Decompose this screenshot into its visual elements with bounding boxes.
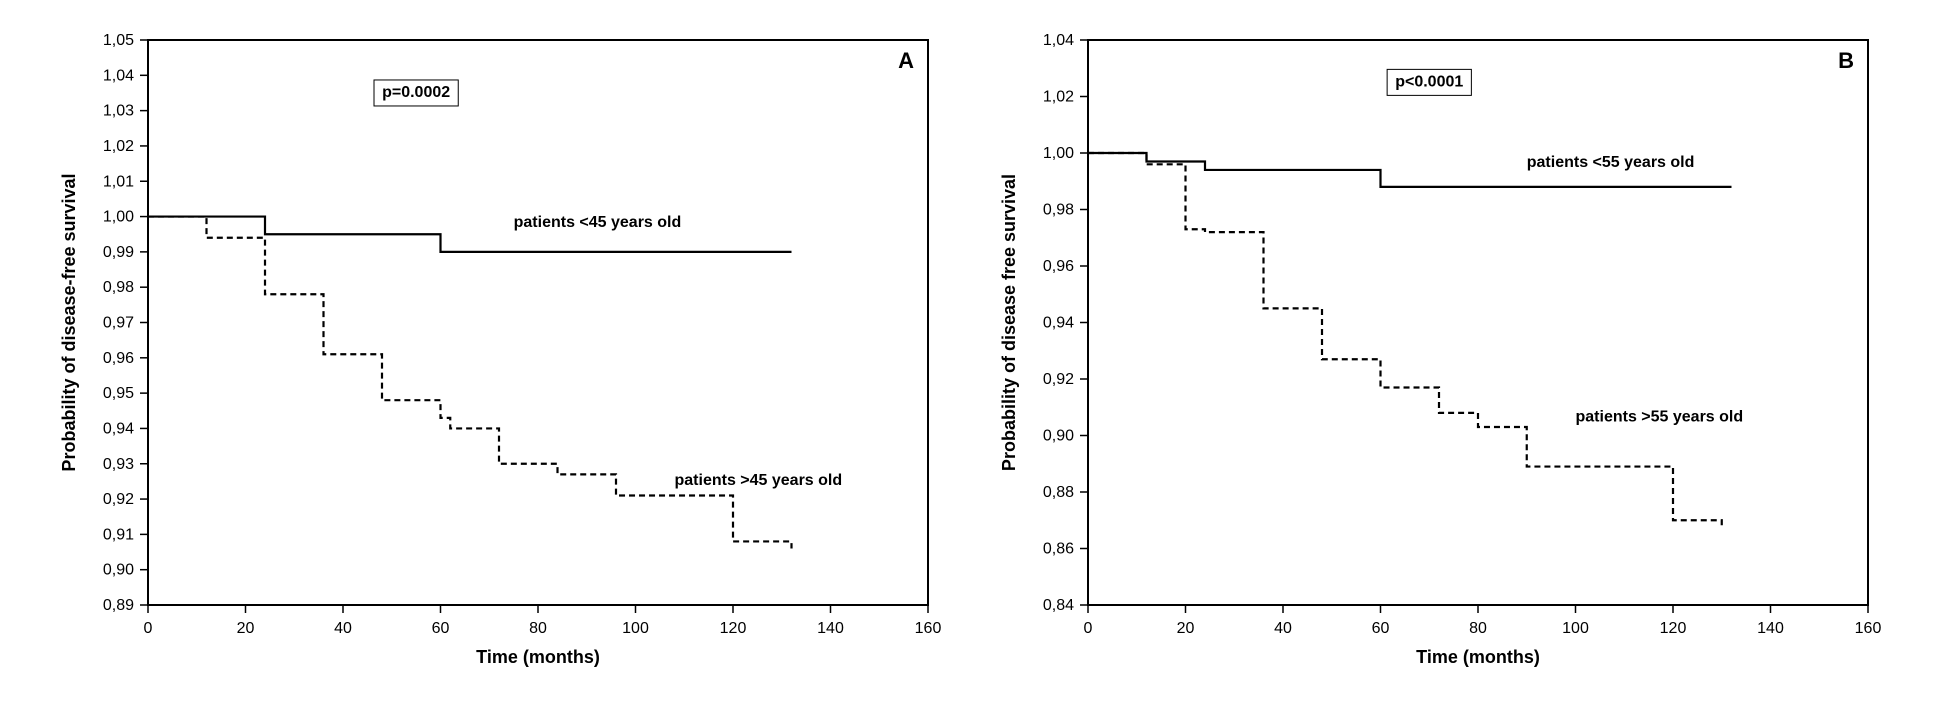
svg-text:40: 40 bbox=[1274, 620, 1292, 637]
svg-text:p<0.0001: p<0.0001 bbox=[1395, 74, 1463, 91]
svg-text:1,05: 1,05 bbox=[103, 32, 134, 49]
svg-text:100: 100 bbox=[1562, 620, 1589, 637]
panel-a: 0 20 40 60 80 100 120 140 160 Time (months) 0,89 0,… bbox=[53, 20, 953, 680]
svg-text:0,90: 0,90 bbox=[103, 562, 134, 579]
svg-text:0,84: 0,84 bbox=[1043, 597, 1074, 614]
svg-text:0,99: 0,99 bbox=[103, 244, 134, 261]
panel-b: 0 20 40 60 80 100 120 140 160 Time (months) 0,84 0,… bbox=[993, 20, 1893, 680]
svg-text:0,96: 0,96 bbox=[103, 350, 134, 367]
svg-text:Time (months): Time (months) bbox=[1416, 647, 1540, 667]
svg-text:patients <45 years old: patients <45 years old bbox=[514, 214, 682, 231]
svg-text:120: 120 bbox=[1660, 620, 1687, 637]
svg-text:1,04: 1,04 bbox=[103, 67, 134, 84]
svg-text:0,98: 0,98 bbox=[103, 279, 134, 296]
svg-text:Time (months): Time (months) bbox=[476, 647, 600, 667]
svg-text:patients >45 years old: patients >45 years old bbox=[675, 472, 843, 489]
svg-text:0,93: 0,93 bbox=[103, 456, 134, 473]
svg-text:1,04: 1,04 bbox=[1043, 32, 1074, 49]
svg-text:0,90: 0,90 bbox=[1043, 428, 1074, 445]
svg-text:60: 60 bbox=[1372, 620, 1390, 637]
svg-text:160: 160 bbox=[915, 620, 942, 637]
svg-text:0,94: 0,94 bbox=[103, 420, 134, 437]
svg-text:1,03: 1,03 bbox=[103, 103, 134, 120]
svg-text:0: 0 bbox=[144, 620, 153, 637]
svg-text:80: 80 bbox=[1469, 620, 1487, 637]
svg-text:0,89: 0,89 bbox=[103, 597, 134, 614]
svg-text:60: 60 bbox=[432, 620, 450, 637]
svg-text:40: 40 bbox=[334, 620, 352, 637]
svg-text:1,00: 1,00 bbox=[1043, 145, 1074, 162]
svg-text:0: 0 bbox=[1084, 620, 1093, 637]
svg-text:140: 140 bbox=[817, 620, 844, 637]
panel-b-svg: 0 20 40 60 80 100 120 140 160 Time (months) 0,84 0,… bbox=[993, 20, 1893, 680]
svg-text:patients <55 years old: patients <55 years old bbox=[1527, 154, 1695, 171]
svg-text:1,01: 1,01 bbox=[103, 173, 134, 190]
panel-a-svg: 0 20 40 60 80 100 120 140 160 Time (months) 0,89 0,… bbox=[53, 20, 953, 680]
svg-text:Probability of disease free su: Probability of disease free survival bbox=[999, 174, 1019, 471]
svg-text:0,92: 0,92 bbox=[1043, 371, 1074, 388]
svg-text:20: 20 bbox=[1177, 620, 1195, 637]
svg-text:160: 160 bbox=[1855, 620, 1882, 637]
svg-text:100: 100 bbox=[622, 620, 649, 637]
svg-text:80: 80 bbox=[529, 620, 547, 637]
svg-text:0,97: 0,97 bbox=[103, 315, 134, 332]
svg-text:A: A bbox=[898, 48, 914, 73]
figure-container: 0 20 40 60 80 100 120 140 160 Time (months) 0,89 0,… bbox=[0, 0, 1946, 700]
svg-text:120: 120 bbox=[720, 620, 747, 637]
svg-text:1,02: 1,02 bbox=[1043, 89, 1074, 106]
svg-text:1,00: 1,00 bbox=[103, 209, 134, 226]
svg-text:0,95: 0,95 bbox=[103, 385, 134, 402]
svg-text:Probability of disease-free su: Probability of disease-free survival bbox=[59, 173, 79, 471]
svg-text:140: 140 bbox=[1757, 620, 1784, 637]
svg-text:1,02: 1,02 bbox=[103, 138, 134, 155]
svg-text:B: B bbox=[1838, 48, 1854, 73]
svg-text:0,91: 0,91 bbox=[103, 526, 134, 543]
svg-text:0,86: 0,86 bbox=[1043, 541, 1074, 558]
svg-text:patients >55 years old: patients >55 years old bbox=[1576, 408, 1744, 425]
svg-text:p=0.0002: p=0.0002 bbox=[382, 84, 450, 101]
svg-text:0,98: 0,98 bbox=[1043, 202, 1074, 219]
svg-text:0,96: 0,96 bbox=[1043, 258, 1074, 275]
svg-text:0,92: 0,92 bbox=[103, 491, 134, 508]
svg-text:0,88: 0,88 bbox=[1043, 484, 1074, 501]
svg-text:0,94: 0,94 bbox=[1043, 315, 1074, 332]
svg-text:20: 20 bbox=[237, 620, 255, 637]
